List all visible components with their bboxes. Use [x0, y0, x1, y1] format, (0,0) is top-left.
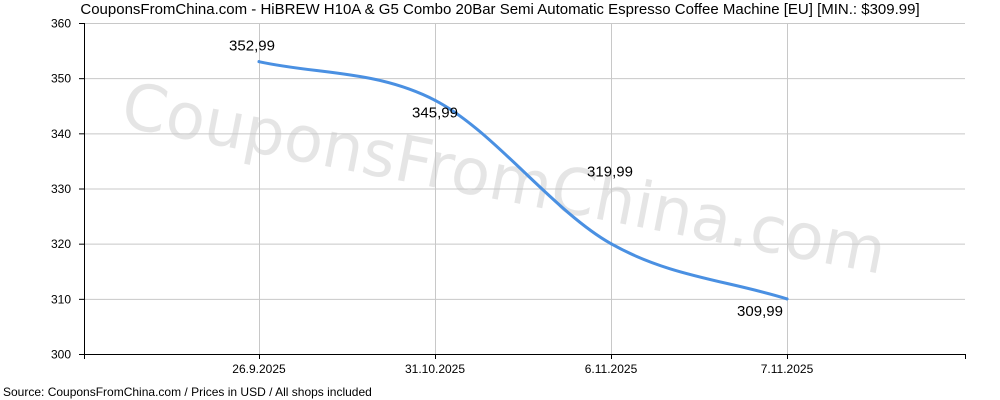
chart-title: CouponsFromChina.com - HiBREW H10A & G5 … — [80, 1, 920, 18]
y-tick-labels: 300 310 320 330 340 350 360 — [51, 17, 71, 362]
y-tick-label: 320 — [51, 237, 71, 251]
price-series — [257, 60, 789, 301]
y-tick-label: 360 — [51, 17, 71, 31]
series-line — [257, 60, 789, 301]
data-point — [257, 60, 261, 64]
x-tick-label: 31.10.2025 — [405, 362, 465, 376]
y-tick-label: 300 — [51, 348, 71, 362]
watermark: CouponsFromChina.com — [116, 69, 892, 290]
data-label: 319,99 — [587, 164, 633, 181]
data-point — [785, 297, 789, 301]
data-label: 309,99 — [737, 303, 783, 320]
y-tick-label: 350 — [51, 72, 71, 86]
data-label: 345,99 — [412, 104, 458, 121]
x-tick-label: 7.11.2025 — [761, 362, 814, 376]
y-tick-label: 310 — [51, 292, 71, 306]
source-footer: Source: CouponsFromChina.com / Prices in… — [3, 385, 372, 399]
grid-lines — [84, 23, 965, 354]
x-tick-labels: 26.9.2025 31.10.2025 6.11.2025 7.11.2025 — [232, 362, 813, 376]
x-tick-label: 26.9.2025 — [232, 362, 286, 376]
x-tick-label: 6.11.2025 — [585, 362, 638, 376]
y-tick-label: 340 — [51, 127, 71, 141]
data-label: 352,99 — [229, 38, 275, 55]
data-point — [433, 98, 437, 102]
data-point — [609, 242, 613, 246]
data-labels: 352,99 345,99 319,99 309,99 — [229, 38, 783, 320]
y-tick-label: 330 — [51, 182, 71, 196]
axes — [79, 23, 966, 359]
